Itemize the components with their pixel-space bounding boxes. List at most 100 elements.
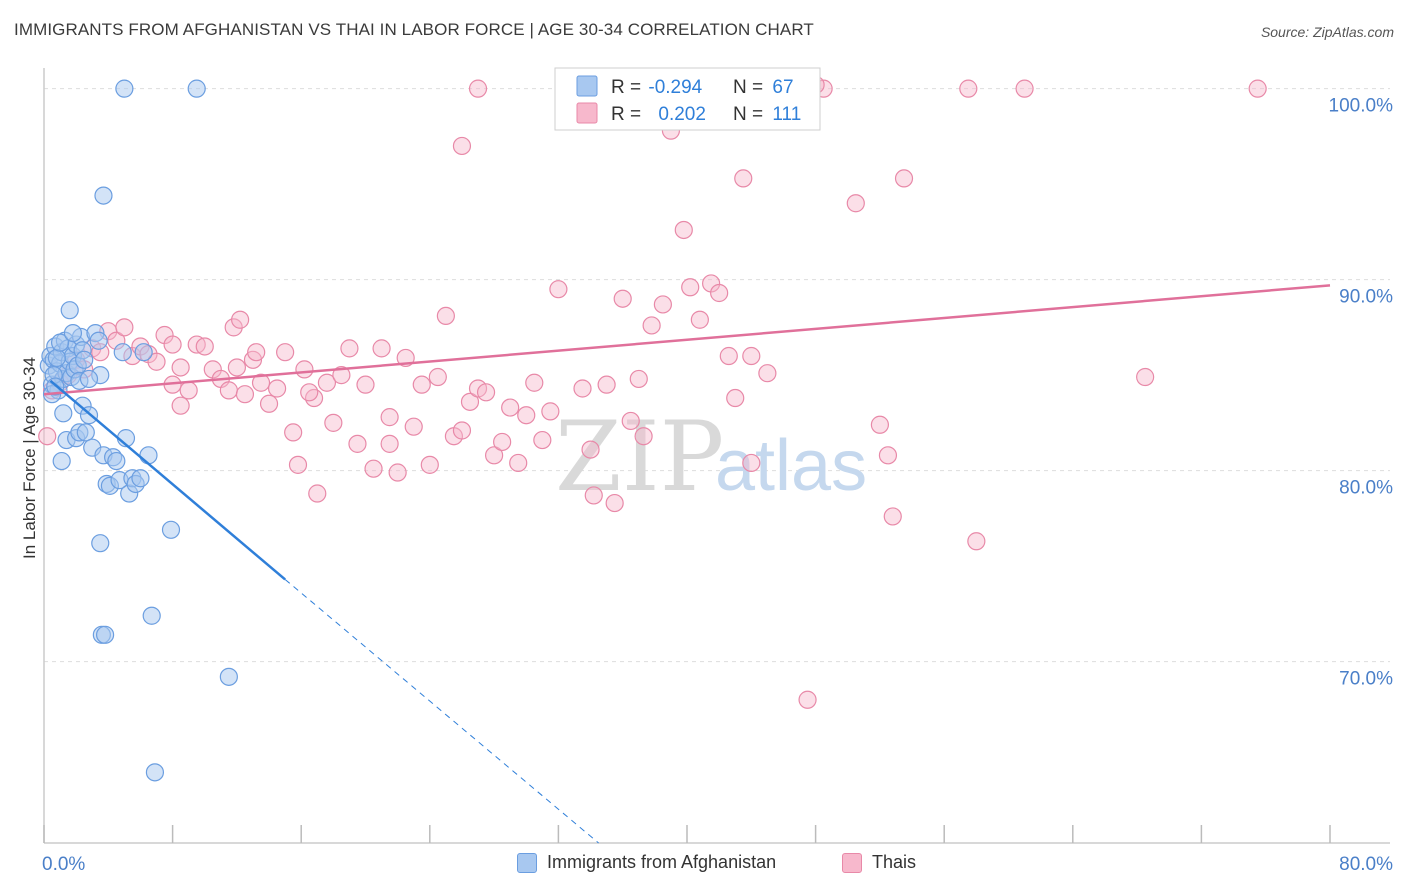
thais-point — [340, 339, 359, 358]
thais-point — [324, 413, 343, 432]
legend-r-value-1: -0.294 — [648, 77, 702, 98]
legend-r-value-2: 0.202 — [658, 104, 706, 125]
thais-point — [460, 392, 480, 411]
thais-point — [171, 396, 190, 415]
watermark-atlas: atlas — [715, 426, 867, 506]
afghanistan-point — [54, 404, 73, 423]
legend-item-thais[interactable]: Thais — [842, 852, 916, 873]
thais-point — [348, 434, 367, 453]
afghanistan-point — [94, 186, 113, 205]
thais-point — [251, 373, 271, 392]
thais-point — [308, 484, 327, 503]
thais-point — [501, 398, 520, 417]
thais-point — [742, 453, 761, 473]
afghanistan-point — [91, 534, 110, 553]
thais-point — [883, 507, 902, 526]
x-tick-label-max: 80.0% — [1339, 854, 1393, 875]
afghanistan-point — [134, 343, 153, 362]
thais-point — [597, 375, 616, 394]
thais-point — [726, 388, 745, 408]
axes — [43, 68, 1390, 844]
thais-point — [259, 394, 279, 413]
afghanistan-point — [76, 423, 95, 442]
thais-point — [38, 427, 57, 446]
thais-point — [533, 430, 552, 450]
thais-point — [681, 278, 700, 297]
afghanistan-point — [95, 625, 115, 644]
thais-point — [332, 366, 351, 385]
trend-lines — [43, 284, 1331, 844]
legend-n-label-1: N = — [733, 77, 768, 98]
legend-r-label-2: R = — [611, 104, 646, 125]
legend-label-afghanistan: Immigrants from Afghanistan — [547, 852, 777, 872]
thais-point — [758, 364, 777, 383]
thais-point — [147, 352, 166, 371]
thais-point — [380, 434, 399, 453]
legend-item-afghanistan[interactable]: Immigrants from Afghanistan — [517, 852, 776, 873]
thais-point — [436, 306, 455, 326]
thais-point — [295, 360, 314, 379]
afghanistan-point — [63, 323, 83, 343]
legend-swatch-afghanistan — [517, 852, 537, 873]
thais-point — [247, 343, 266, 362]
y-tick-label: 80.0% — [1339, 478, 1393, 499]
thais-point — [710, 283, 729, 303]
afghanistan-trend-extension — [284, 579, 599, 844]
afghanistan-point — [113, 343, 132, 362]
afghanistan-point — [115, 79, 134, 98]
legend-n-value-1: 67 — [772, 77, 793, 98]
thais-point — [179, 381, 198, 400]
gridlines — [44, 88, 1390, 663]
thais-point — [798, 690, 817, 709]
afghanistan-point — [89, 331, 108, 350]
legend-n-label-2: N = — [733, 104, 768, 125]
legend-swatch-blue — [576, 75, 598, 97]
thais-point — [115, 318, 134, 337]
thais-trend-line — [43, 284, 1331, 396]
thais-point — [573, 379, 592, 398]
y-tick-labels: 70.0% 80.0% 90.0% 100.0% — [1329, 96, 1394, 690]
thais-point — [525, 373, 544, 392]
thais-point — [509, 453, 528, 473]
afghanistan-point — [161, 520, 181, 539]
watermark-zip: ZIP — [555, 401, 724, 513]
source-credit: Source: ZipAtlas.com — [1260, 24, 1394, 40]
thais-point — [428, 367, 447, 387]
afghanistan-point — [60, 301, 79, 320]
thais-point — [674, 220, 693, 240]
thais-point — [870, 415, 890, 434]
thais-point — [653, 295, 672, 314]
thais-point — [634, 427, 653, 446]
thais-point — [304, 388, 324, 408]
thais-point — [894, 169, 914, 188]
afghanistan-point — [75, 350, 94, 369]
afghanistan-point — [52, 451, 71, 471]
svg-text:N = 111: N = 111 — [733, 104, 801, 125]
legend-swatch-pink — [576, 102, 598, 124]
thais-point — [420, 455, 439, 474]
thais-point — [846, 194, 865, 213]
thais-point — [288, 455, 308, 474]
thais-point — [356, 375, 375, 394]
afghanistan-point — [145, 763, 165, 782]
thais-point — [267, 379, 287, 398]
thais-point — [621, 411, 640, 431]
x-tick-label-min: 0.0% — [42, 854, 85, 875]
thais-point — [541, 402, 560, 421]
thais-point — [742, 346, 761, 366]
thais-point — [235, 385, 255, 404]
thais-point — [613, 289, 632, 308]
thais-point — [227, 358, 246, 377]
afghanistan-point — [79, 369, 99, 389]
thais-point — [163, 335, 182, 354]
chart-title: IMMIGRANTS FROM AFGHANISTAN VS THAI IN L… — [14, 20, 814, 39]
thais-point — [300, 383, 319, 402]
thais-point — [372, 339, 391, 358]
thais-point — [605, 493, 624, 513]
thais-points — [38, 75, 1267, 709]
thais-point — [1248, 79, 1267, 98]
legend-swatch-thais — [842, 852, 862, 873]
afghanistan-point — [219, 667, 238, 686]
thais-point — [219, 381, 238, 400]
y-axis-label: In Labor Force | Age 30-34 — [20, 357, 39, 559]
